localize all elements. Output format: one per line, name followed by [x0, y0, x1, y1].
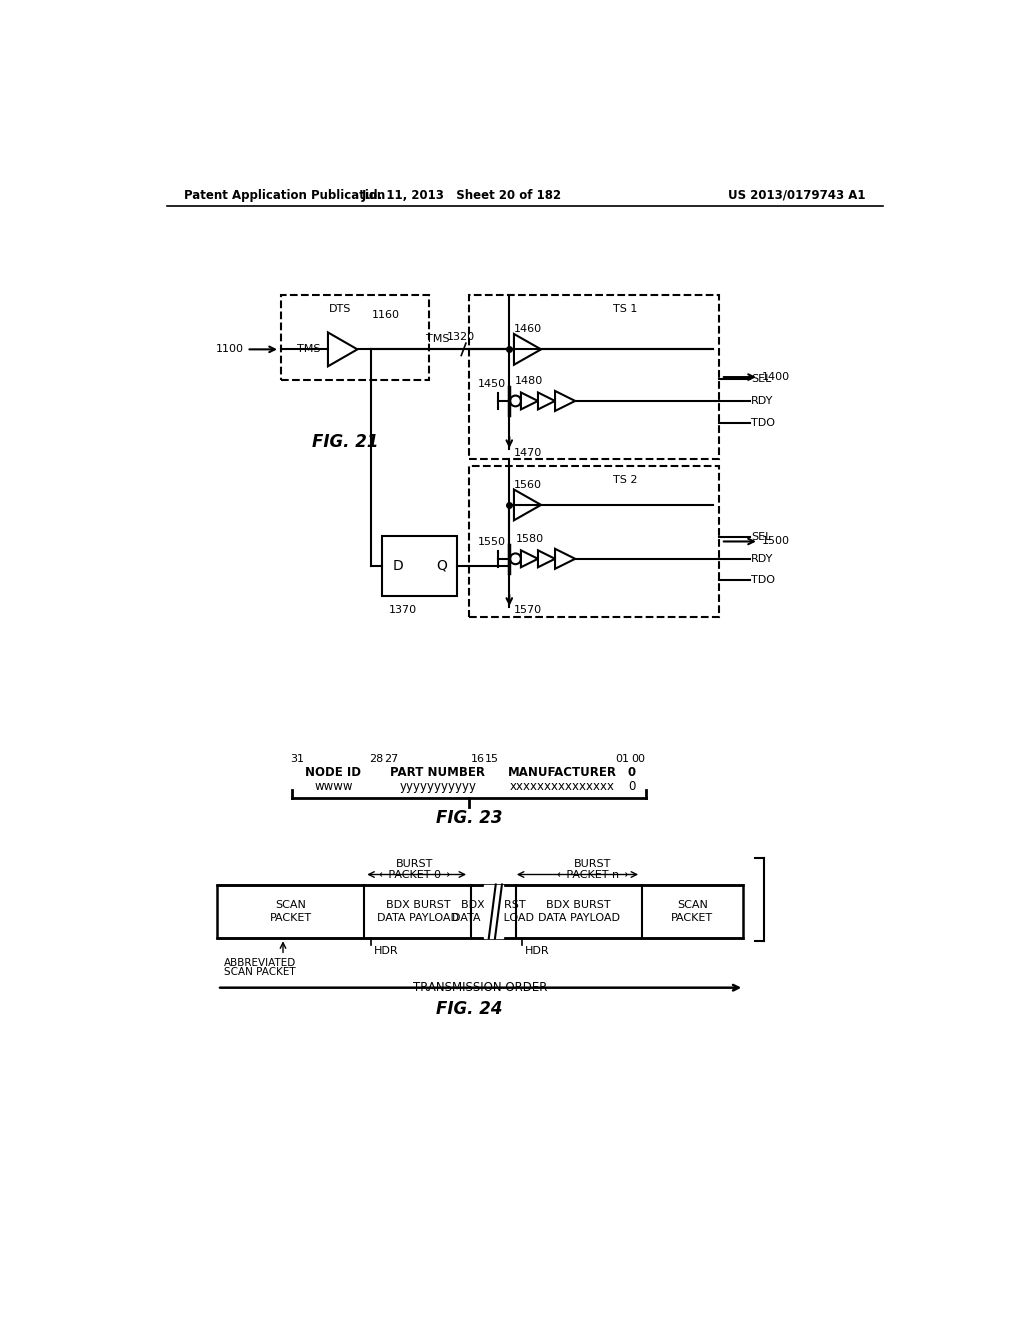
Text: 1450: 1450 — [478, 379, 506, 389]
Text: SCAN
PACKET: SCAN PACKET — [269, 900, 312, 923]
Bar — [217, 884, 742, 939]
Text: 1560: 1560 — [514, 480, 542, 490]
Text: TS 1: TS 1 — [612, 305, 637, 314]
Text: Q: Q — [436, 558, 447, 573]
Text: DTS: DTS — [329, 305, 351, 314]
Text: 27: 27 — [384, 754, 398, 764]
Text: 1100: 1100 — [216, 345, 245, 354]
Text: BDX BURST
DATA PAYLOAD: BDX BURST DATA PAYLOAD — [453, 900, 535, 923]
Text: D: D — [392, 558, 403, 573]
Bar — [484, 884, 503, 939]
Text: TDO: TDO — [751, 576, 775, 585]
Text: BDX BURST
DATA PAYLOAD: BDX BURST DATA PAYLOAD — [538, 900, 620, 923]
Text: 1370: 1370 — [388, 605, 417, 615]
Text: BURST: BURST — [574, 859, 611, 869]
Text: yyyyyyyyyyy: yyyyyyyyyyy — [399, 780, 476, 793]
Text: 1550: 1550 — [478, 537, 506, 546]
Text: FIG. 24: FIG. 24 — [436, 1001, 502, 1018]
Text: SEL: SEL — [751, 532, 771, 543]
Text: SEL: SEL — [751, 375, 771, 384]
Text: 00: 00 — [631, 754, 645, 764]
Text: TRANSMISSION ORDER: TRANSMISSION ORDER — [413, 981, 547, 994]
Text: 1570: 1570 — [514, 606, 542, 615]
Text: 1320: 1320 — [447, 333, 475, 342]
Text: 01: 01 — [615, 754, 630, 764]
Bar — [469, 296, 719, 459]
Text: FIG. 23: FIG. 23 — [436, 809, 502, 826]
Text: 0: 0 — [628, 767, 636, 779]
Text: Patent Application Publication: Patent Application Publication — [183, 189, 385, 202]
Text: 1580: 1580 — [515, 533, 544, 544]
Text: ABBREVIATED: ABBREVIATED — [223, 958, 296, 968]
Text: HDR: HDR — [374, 945, 398, 956]
Text: 16: 16 — [471, 754, 485, 764]
Text: TMS: TMS — [426, 334, 450, 343]
Text: TS 2: TS 2 — [612, 475, 637, 486]
Bar — [469, 466, 719, 616]
Text: 1460: 1460 — [514, 325, 542, 334]
Text: 1160: 1160 — [372, 310, 400, 319]
Text: US 2013/0179743 A1: US 2013/0179743 A1 — [728, 189, 866, 202]
Text: RDY: RDY — [751, 396, 773, 407]
Text: SCAN
PACKET: SCAN PACKET — [671, 900, 714, 923]
Text: SCAN PACKET: SCAN PACKET — [224, 968, 296, 977]
Text: BDX BURST
DATA PAYLOAD: BDX BURST DATA PAYLOAD — [377, 900, 459, 923]
Text: 28: 28 — [369, 754, 383, 764]
Text: 0: 0 — [628, 780, 636, 793]
Text: 1470: 1470 — [514, 447, 542, 458]
Text: TMS: TMS — [297, 345, 321, 354]
Text: 1480: 1480 — [515, 376, 544, 385]
Text: ←PACKET n→: ←PACKET n→ — [557, 870, 629, 879]
Text: FIG. 21: FIG. 21 — [311, 433, 378, 450]
Text: 15: 15 — [485, 754, 500, 764]
Text: xxxxxxxxxxxxxxx: xxxxxxxxxxxxxxx — [510, 780, 614, 793]
Text: 1400: 1400 — [762, 372, 791, 381]
Bar — [382, 536, 458, 595]
Text: TDO: TDO — [751, 417, 775, 428]
Text: BURST: BURST — [396, 859, 433, 869]
Text: PART NUMBER: PART NUMBER — [390, 767, 485, 779]
Text: MANUFACTURER: MANUFACTURER — [508, 767, 616, 779]
Text: Jul. 11, 2013   Sheet 20 of 182: Jul. 11, 2013 Sheet 20 of 182 — [361, 189, 561, 202]
Text: 31: 31 — [290, 754, 304, 764]
Text: ←PACKET 0→: ←PACKET 0→ — [379, 870, 451, 879]
Bar — [282, 296, 429, 380]
Text: wwww: wwww — [314, 780, 352, 793]
Text: HDR: HDR — [524, 945, 550, 956]
Text: RDY: RDY — [751, 554, 773, 564]
Text: 1500: 1500 — [762, 536, 790, 546]
Text: NODE ID: NODE ID — [305, 767, 361, 779]
